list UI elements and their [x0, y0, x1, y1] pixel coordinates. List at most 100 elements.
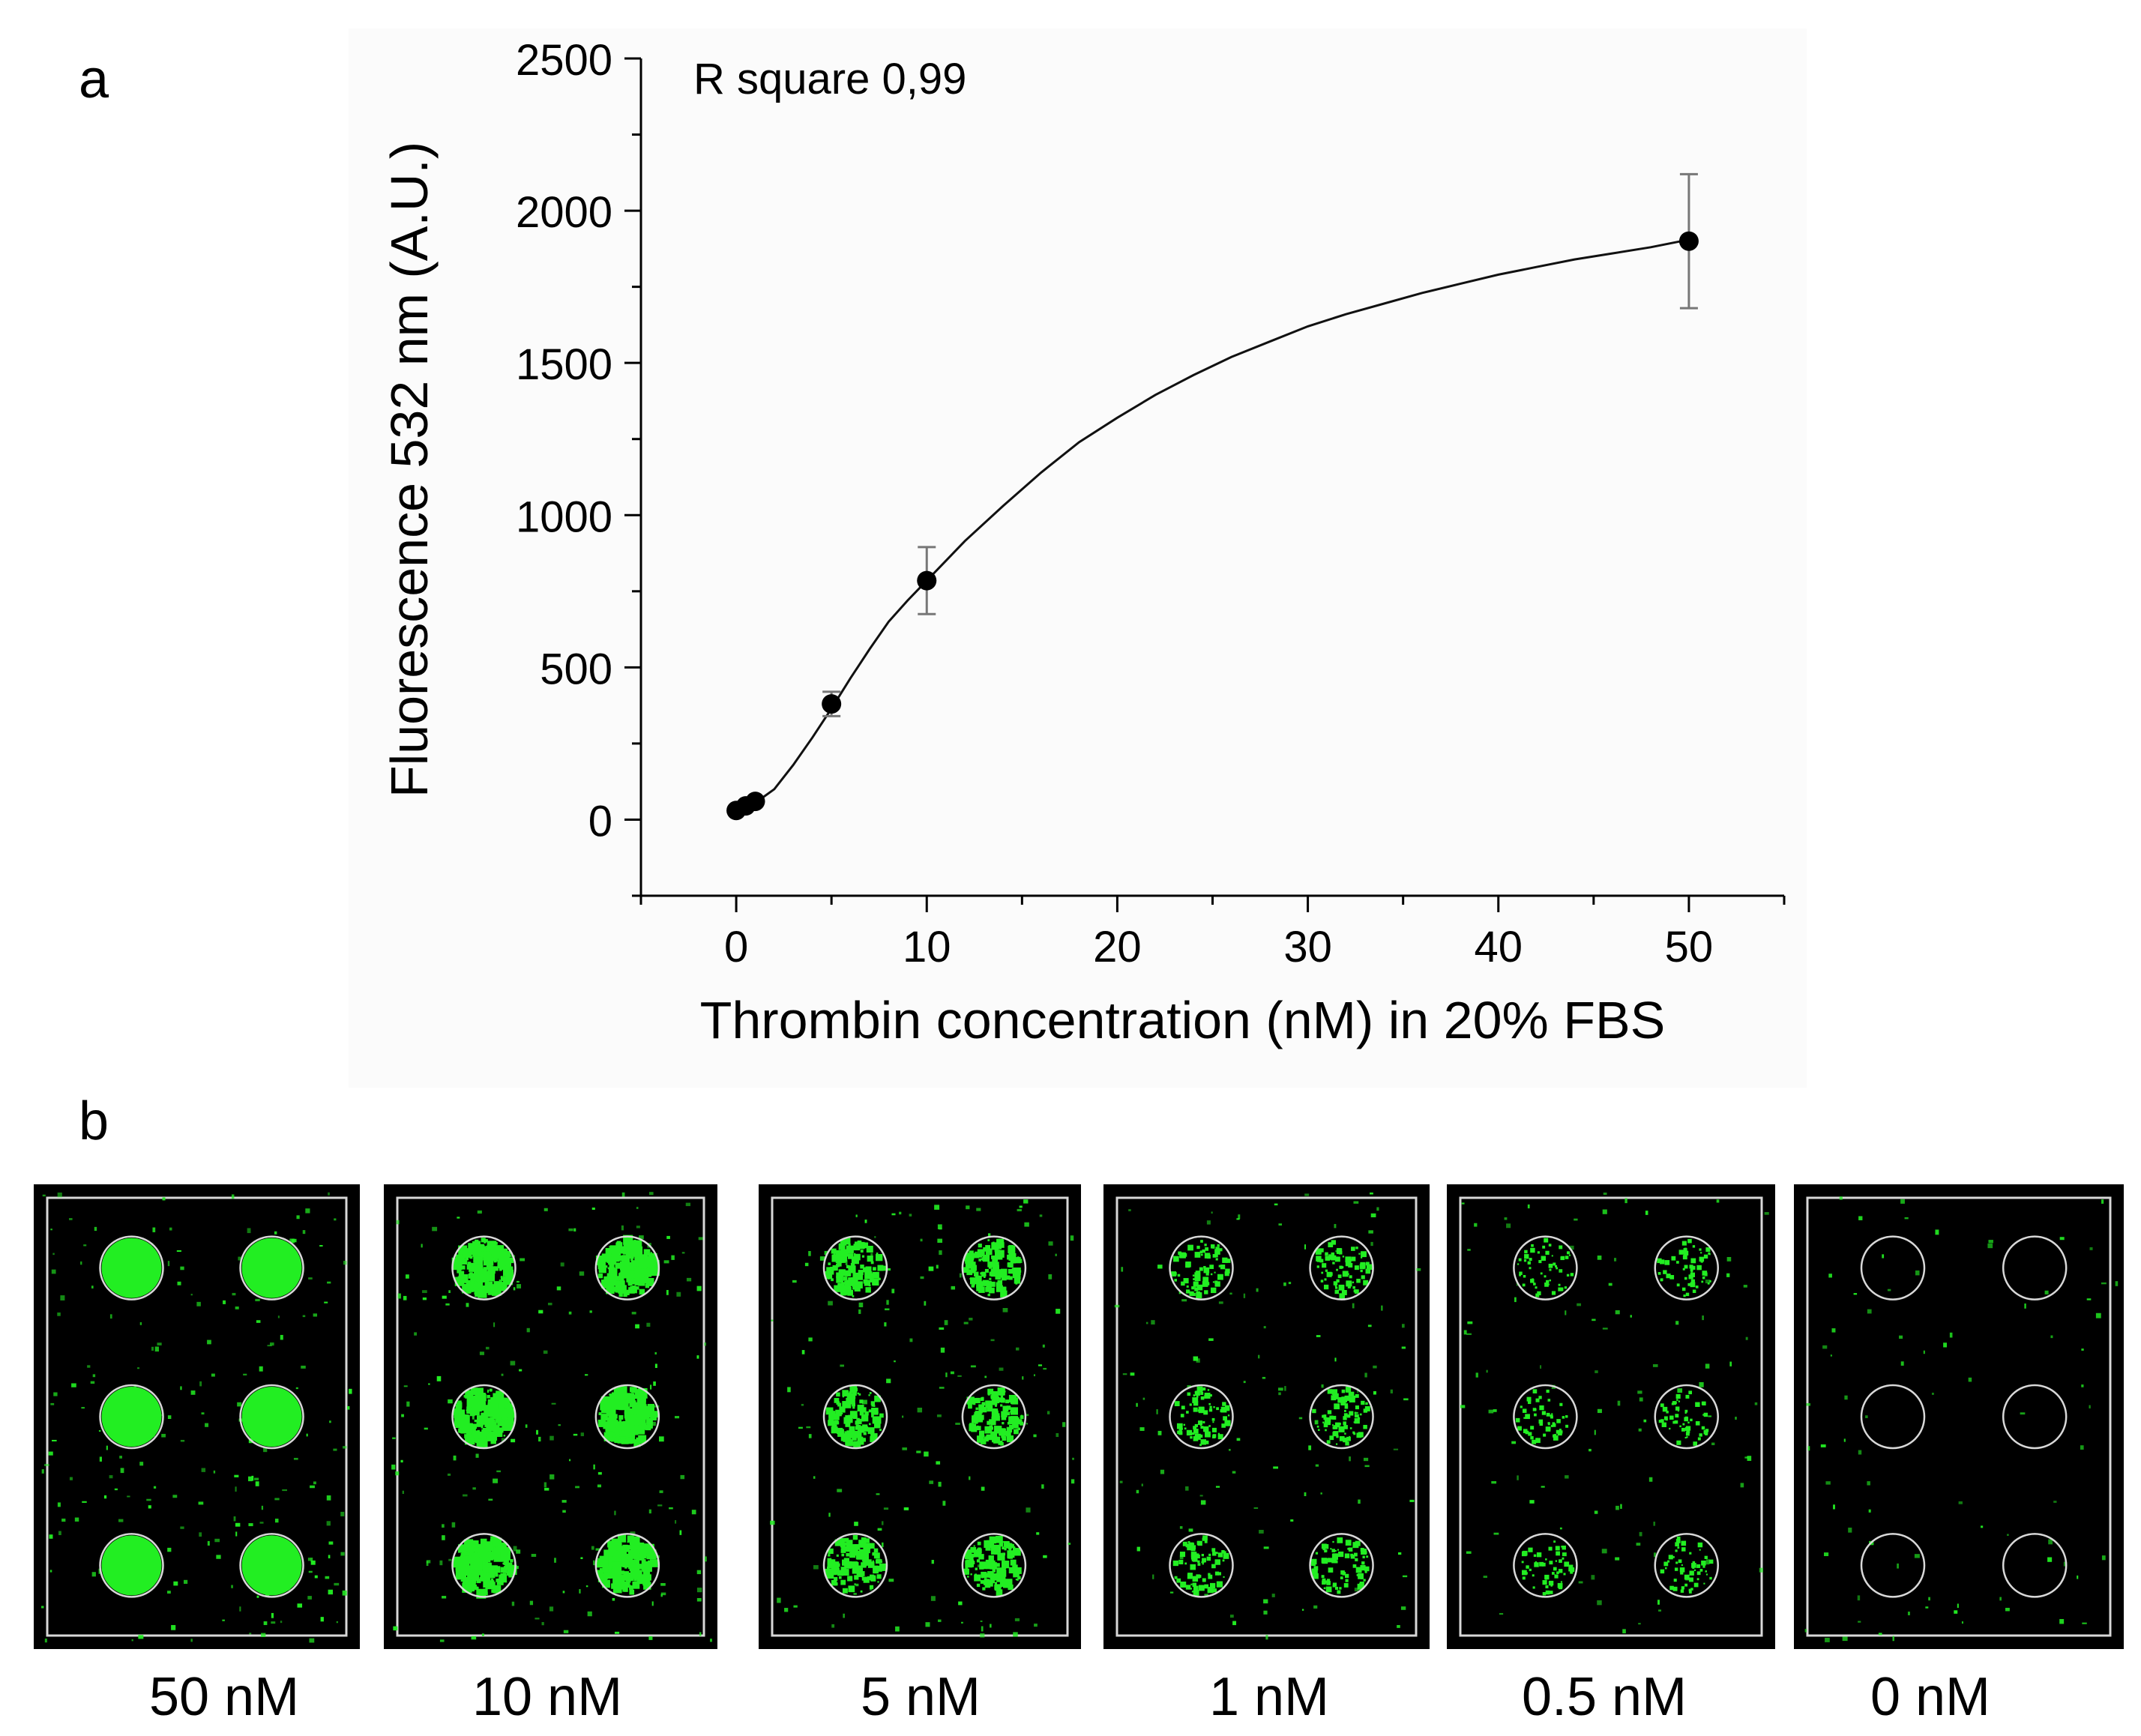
spot-speck: [1325, 1429, 1327, 1432]
noise-speck: [295, 1387, 298, 1390]
noise-speck: [184, 1579, 188, 1584]
noise-speck: [271, 1621, 276, 1624]
spot-speck: [1549, 1279, 1551, 1282]
noise-speck: [977, 1564, 981, 1567]
spot-speck: [855, 1281, 863, 1289]
spot-panel-10nm: [384, 1184, 717, 1649]
spot-speck: [985, 1559, 989, 1563]
spot-speck: [1331, 1558, 1337, 1564]
spot-speck: [1202, 1535, 1208, 1541]
noise-speck: [137, 1367, 140, 1369]
spot-speck: [628, 1287, 635, 1294]
noise-speck: [1119, 1480, 1123, 1483]
spot-speck: [1546, 1280, 1550, 1284]
noise-speck: [531, 1554, 537, 1557]
array-spot: [1169, 1533, 1234, 1598]
array-frame: [396, 1196, 705, 1637]
noise-speck: [340, 1511, 345, 1516]
spot-speck: [1212, 1588, 1217, 1593]
spot-speck: [1356, 1278, 1361, 1283]
spot-speck: [1192, 1292, 1196, 1297]
spot-speck: [1672, 1420, 1676, 1424]
spot-speck: [1360, 1564, 1366, 1571]
spot-speck: [835, 1256, 843, 1264]
spot-speck: [849, 1552, 856, 1558]
spot-speck: [1178, 1559, 1184, 1565]
noise-speck: [2047, 1557, 2053, 1562]
spot-speck: [831, 1572, 834, 1574]
noise-speck: [824, 1250, 828, 1256]
spot-outline: [451, 1533, 517, 1598]
noise-speck: [391, 1464, 396, 1470]
spot-speck: [1561, 1546, 1563, 1548]
spot-speck: [975, 1397, 981, 1404]
spot-speck: [997, 1387, 1005, 1396]
noise-speck: [180, 1526, 184, 1529]
noise-speck: [1229, 1448, 1231, 1451]
spot-speck: [864, 1543, 870, 1549]
noise-speck: [1229, 1615, 1234, 1618]
noise-speck: [1402, 1575, 1408, 1578]
spot-speck: [621, 1557, 626, 1562]
spot-speck: [1010, 1258, 1016, 1264]
spot-speck: [1200, 1253, 1203, 1256]
spot-speck: [1520, 1405, 1523, 1408]
spot-speck: [1668, 1555, 1673, 1560]
spot-speck: [460, 1250, 463, 1253]
spot-speck: [994, 1584, 1002, 1591]
spot-speck: [636, 1564, 643, 1570]
noise-speck: [1370, 1241, 1373, 1247]
noise-speck: [1499, 1612, 1504, 1615]
spot-speck: [648, 1548, 654, 1554]
noise-speck: [336, 1621, 338, 1624]
spot-speck: [626, 1289, 630, 1293]
noise-speck: [1373, 1365, 1377, 1369]
noise-speck: [172, 1495, 178, 1498]
spot-speck: [481, 1402, 484, 1405]
noise-speck: [109, 1475, 113, 1479]
spot-speck: [605, 1572, 612, 1579]
noise-speck: [269, 1342, 274, 1346]
spot-speck: [504, 1261, 511, 1269]
noise-speck: [770, 1520, 775, 1525]
spot-speck: [1000, 1404, 1003, 1407]
noise-speck: [1160, 1469, 1165, 1474]
noise-speck: [1506, 1223, 1511, 1229]
spot-speck: [1017, 1427, 1021, 1431]
noise-speck: [248, 1476, 253, 1482]
spot-fill: [241, 1535, 302, 1596]
noise-speck: [1056, 1432, 1059, 1438]
noise-speck: [563, 1630, 569, 1633]
spot-speck: [1696, 1265, 1702, 1271]
noise-speck: [69, 1477, 73, 1480]
spot-speck: [867, 1256, 873, 1262]
spot-speck: [873, 1552, 880, 1559]
spot-speck: [1531, 1244, 1534, 1247]
spot-speck: [858, 1549, 866, 1556]
spot-outline: [822, 1533, 888, 1598]
noise-speck: [1645, 1211, 1648, 1215]
spot-outline: [451, 1235, 517, 1301]
spot-speck: [1349, 1275, 1352, 1279]
array-spot: [2002, 1533, 2068, 1598]
noise-speck: [231, 1194, 235, 1199]
spot-speck: [1526, 1396, 1532, 1402]
spot-speck: [1559, 1245, 1563, 1250]
noise-speck: [57, 1502, 61, 1507]
noise-speck: [1398, 1552, 1402, 1555]
spot-speck: [638, 1425, 645, 1431]
spot-speck: [1556, 1419, 1561, 1423]
noise-speck: [1232, 1621, 1237, 1626]
spot-speck: [1669, 1585, 1674, 1591]
spot-speck: [1517, 1263, 1520, 1265]
spot-speck: [505, 1546, 509, 1551]
spot-panel-5nm: [759, 1184, 1081, 1649]
noise-speck: [334, 1218, 337, 1221]
noise-speck: [929, 1480, 934, 1484]
noise-speck: [1577, 1303, 1582, 1306]
noise-speck: [1867, 1309, 1872, 1314]
noise-speck: [87, 1365, 91, 1368]
spot-speck: [1196, 1574, 1200, 1579]
spot-speck: [982, 1564, 986, 1568]
spot-speck: [1339, 1435, 1345, 1441]
